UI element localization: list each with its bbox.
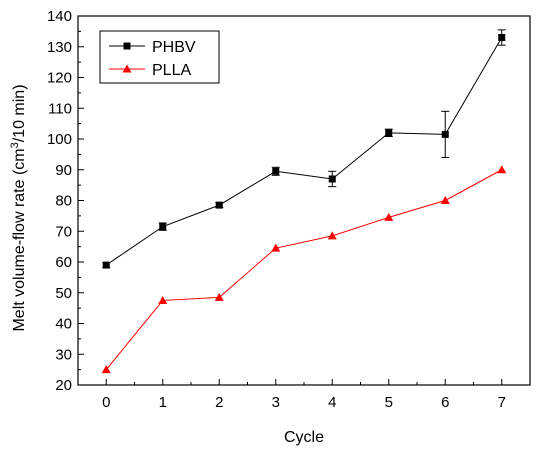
data-point-plla: [327, 231, 337, 240]
x-tick-label: 0: [102, 394, 110, 411]
data-point-plla: [497, 165, 507, 174]
y-axis-title-suffix: /10 min): [11, 84, 28, 142]
series-line-plla: [105, 169, 502, 370]
legend-item-phbv: PHBV: [109, 39, 196, 56]
data-point-phbv: [215, 201, 223, 209]
x-tick-label: 4: [328, 394, 336, 411]
data-point-phbv: [328, 175, 336, 183]
y-tick-label: 20: [55, 377, 72, 394]
y-tick-label: 80: [55, 193, 72, 210]
x-tick-label: 1: [159, 394, 167, 411]
data-point-plla: [158, 295, 168, 304]
y-tick-label: 120: [47, 70, 72, 87]
series-phbv: [102, 29, 506, 269]
y-axis-title-prefix: Melt volume-flow rate (cm: [11, 148, 28, 331]
y-axis-title-superscript: 3: [9, 142, 21, 148]
y-tick-label: 40: [55, 316, 72, 333]
data-point-phbv: [498, 34, 506, 42]
x-axis-title: Cycle: [284, 429, 324, 446]
x-axis-ticks: 0 1 2 3 4 5 6 7: [102, 379, 506, 411]
y-tick-label: 70: [55, 223, 72, 240]
data-point-phbv: [102, 261, 110, 269]
data-point-phbv: [385, 129, 393, 137]
series-layer: [101, 29, 507, 374]
data-point-plla: [384, 212, 394, 221]
y-tick-label: 140: [47, 8, 72, 25]
series-plla: [101, 165, 507, 374]
legend-item-plla: PLLA: [109, 62, 191, 79]
legend-label-phbv: PHBV: [152, 39, 196, 56]
data-point-phbv: [272, 167, 280, 175]
y-axis-ticks: 20 30 40 50 60 70 80 90 100 110 120 130 140: [47, 8, 84, 394]
data-point-plla: [101, 365, 111, 374]
y-tick-label: 30: [55, 346, 72, 363]
x-tick-label: 6: [441, 394, 449, 411]
data-point-plla: [271, 243, 281, 252]
x-tick-label: 2: [215, 394, 223, 411]
legend-marker-phbv: [123, 42, 131, 50]
legend-box: [99, 30, 220, 84]
data-point-plla: [440, 196, 450, 204]
y-axis-title: Melt volume-flow rate (cm3/10 min): [9, 84, 28, 331]
y-tick-label: 100: [47, 131, 72, 148]
legend-label-plla: PLLA: [152, 62, 191, 79]
y-tick-label: 110: [48, 100, 72, 117]
x-tick-label: 5: [385, 394, 393, 411]
y-tick-label: 130: [47, 39, 72, 56]
y-tick-label: 50: [55, 285, 72, 302]
data-point-phbv: [441, 130, 449, 138]
x-tick-label: 7: [498, 394, 506, 411]
data-point-plla: [214, 292, 224, 301]
x-tick-label: 3: [272, 394, 280, 411]
legend: PHBV PLLA: [99, 30, 220, 84]
series-line-phbv: [105, 37, 503, 266]
legend-marker-plla: [122, 64, 132, 73]
y-tick-label: 90: [55, 162, 72, 179]
data-point-phbv: [159, 223, 167, 231]
y-tick-label: 60: [55, 254, 72, 271]
